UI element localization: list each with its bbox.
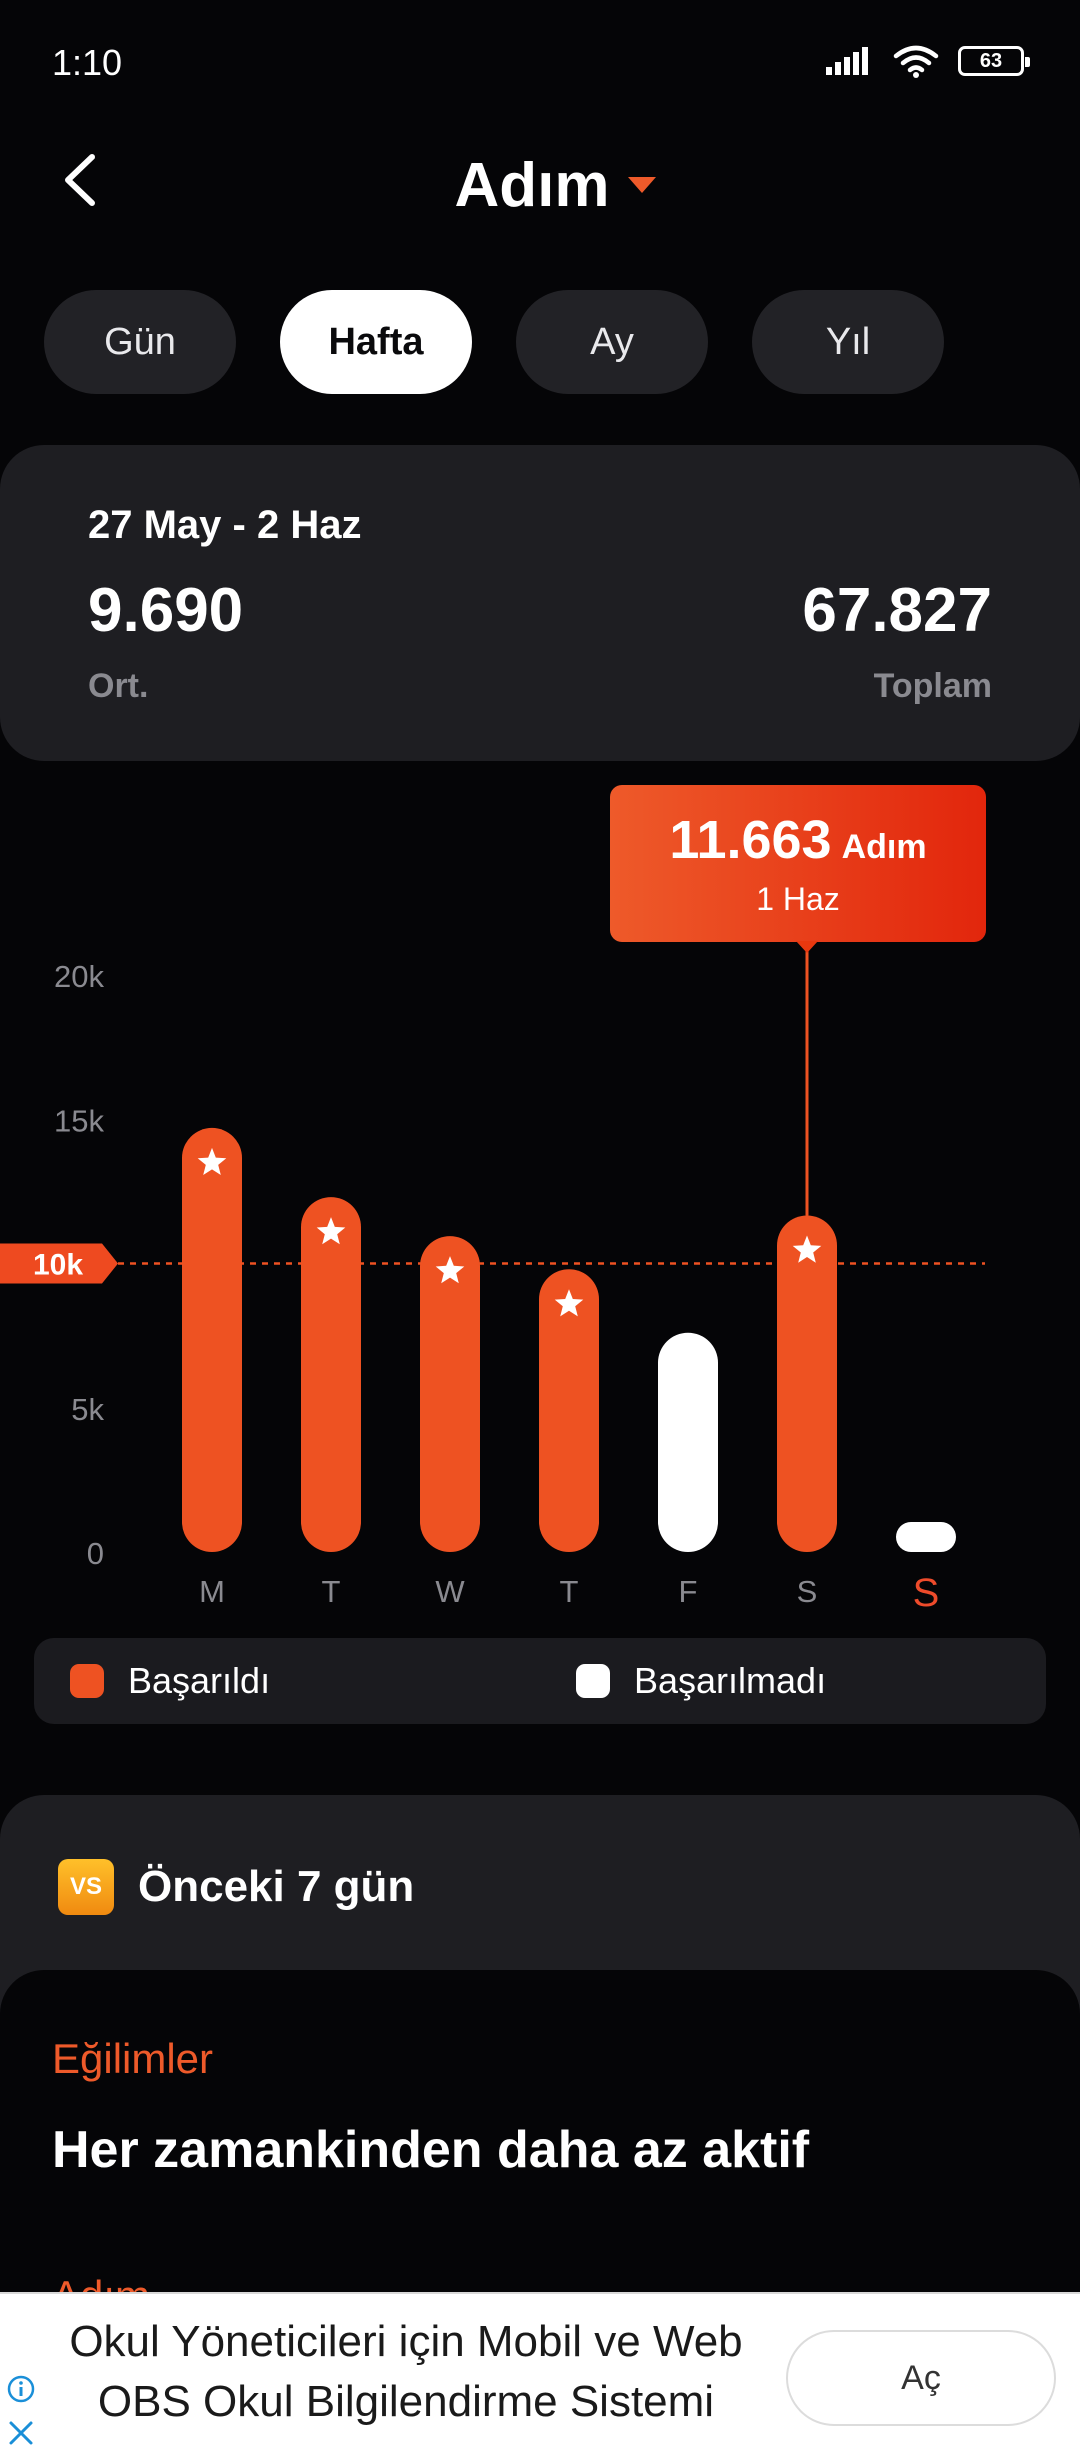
star-icon [316, 1217, 346, 1245]
x-tick-label: T [560, 1574, 579, 1609]
battery-level: 63 [979, 49, 1003, 72]
status-icons: 63 [826, 44, 1030, 78]
chart-bar[interactable] [420, 1236, 480, 1552]
legend-swatch-not-achieved [576, 1664, 610, 1698]
tab-day[interactable]: Gün [44, 290, 236, 394]
total-label: Toplam [873, 667, 992, 705]
star-icon [554, 1289, 584, 1317]
metric-selector[interactable]: Adım [0, 145, 1080, 225]
goal-badge [0, 1243, 118, 1284]
steps-chart[interactable]: 0 5k 15k 20k 10k M T W T F S S 11.663 Adım 1 Haz [0, 770, 1080, 1630]
ad-open-button[interactable]: Aç [786, 2330, 1056, 2426]
tab-year[interactable]: Yıl [752, 290, 944, 394]
ad-line-1: Okul Yöneticileri için Mobil ve Web [69, 2317, 743, 2366]
ad-banner[interactable]: Okul Yöneticileri için Mobil ve Web OBS … [0, 2292, 1080, 2460]
tooltip-box [610, 785, 986, 942]
average-value: 9.690 [88, 576, 244, 645]
date-range: 27 May - 2 Haz [88, 503, 362, 547]
total-value: 67.827 [802, 576, 992, 645]
tooltip-unit: Adım [842, 828, 927, 866]
chart-bar[interactable] [182, 1127, 242, 1552]
x-tick-label: F [679, 1574, 698, 1609]
average-label: Ort. [88, 667, 149, 705]
x-tick-label: S [913, 1571, 940, 1615]
trends-title: Her zamankinden daha az aktif [52, 2121, 810, 2179]
tab-week[interactable]: Hafta [280, 290, 472, 394]
back-button[interactable] [50, 145, 120, 215]
chart-bar[interactable] [539, 1269, 599, 1552]
star-icon [197, 1147, 227, 1175]
battery-indicator: 63 [958, 46, 1030, 76]
info-icon[interactable] [6, 2374, 36, 2404]
tooltip-value: 11.663 [669, 810, 831, 870]
chart-bar[interactable] [896, 1522, 956, 1552]
tooltip-date: 1 Haz [756, 881, 840, 917]
tooltip-value-line: 11.663 Adım [669, 810, 926, 870]
signal-icon [826, 47, 868, 75]
caret-down-icon [627, 177, 656, 193]
x-tick-label: S [797, 1574, 818, 1609]
summary-card: 27 May - 2 Haz 9.690 Ort. 67.827 Toplam [0, 445, 1080, 761]
status-time: 1:10 [52, 42, 123, 83]
close-icon[interactable] [6, 2418, 36, 2448]
status-bar: 1:10 63 [0, 0, 1080, 130]
ad-line-2: OBS Okul Bilgilendirme Sistemi [97, 2377, 715, 2426]
star-icon [435, 1256, 465, 1284]
page-title: Adım [454, 150, 610, 220]
y-tick-label: 20k [54, 959, 104, 994]
chart-legend: Başarıldı Başarılmadı [34, 1638, 1046, 1724]
compare-title: Önceki 7 gün [138, 1862, 415, 1911]
legend-label-not-achieved: Başarılmadı [634, 1660, 827, 1701]
x-tick-label: M [199, 1574, 225, 1609]
legend-achieved: Başarıldı [70, 1638, 270, 1724]
tooltip-pointer [796, 941, 818, 953]
trends-label: Eğilimler [52, 2035, 214, 2082]
chart-bar[interactable] [658, 1332, 718, 1552]
goal-label: 10k [33, 1249, 83, 1282]
period-tabs: Gün Hafta Ay Yıl [44, 290, 944, 394]
ad-text[interactable]: Okul Yöneticileri için Mobil ve Web OBS … [46, 2312, 766, 2432]
legend-swatch-achieved [70, 1664, 104, 1698]
star-icon [792, 1235, 822, 1263]
tab-month[interactable]: Ay [516, 290, 708, 394]
legend-not-achieved: Başarılmadı [576, 1638, 826, 1724]
chart-bar[interactable] [301, 1197, 361, 1552]
x-tick-label: W [435, 1574, 465, 1609]
x-tick-label: T [322, 1574, 341, 1609]
y-tick-label: 0 [87, 1536, 104, 1571]
chart-bar[interactable] [777, 1215, 837, 1552]
chevron-left-icon [65, 154, 95, 206]
y-tick-label: 5k [71, 1392, 104, 1427]
legend-label-achieved: Başarıldı [128, 1660, 271, 1701]
y-tick-label: 15k [54, 1103, 104, 1138]
vs-badge-icon: VS [58, 1859, 114, 1915]
wifi-icon [893, 45, 939, 78]
